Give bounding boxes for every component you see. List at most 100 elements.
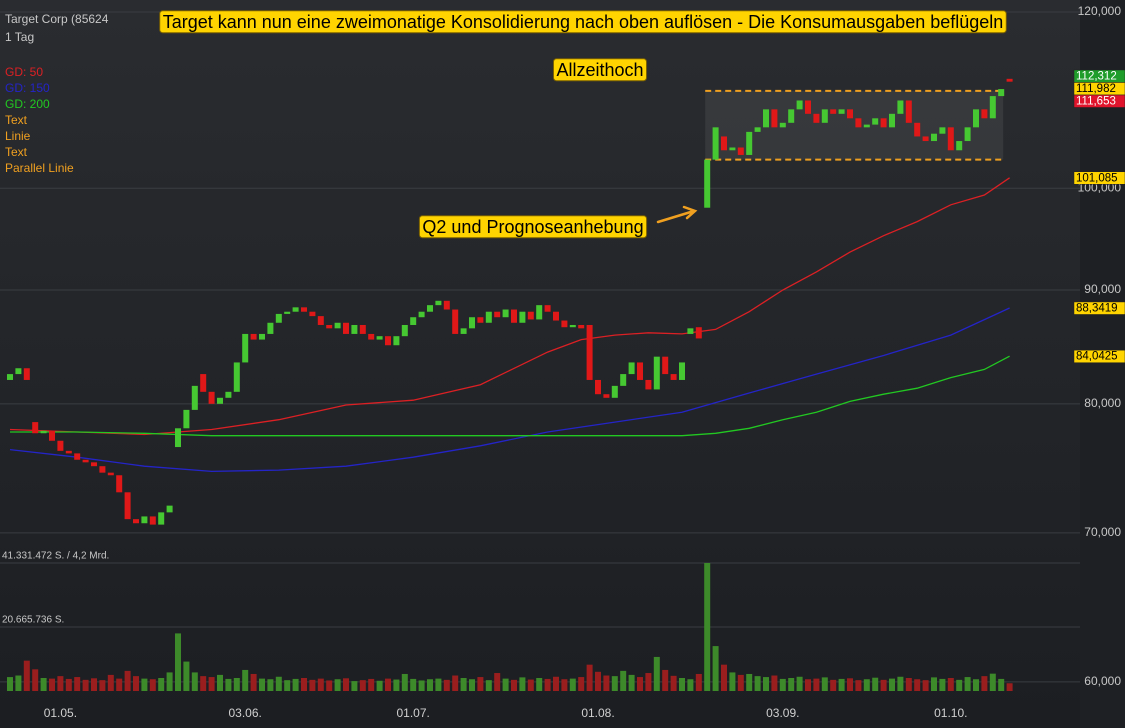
volume-bar [49,678,55,691]
volume-bar [847,678,853,691]
volume-bar [511,679,517,691]
candle-body [536,305,543,320]
price-tag-label: 84,0425 [1076,351,1118,363]
volume-bar [410,678,417,691]
y-tick-label: 70,000 [1084,525,1121,539]
volume-bar [603,675,610,691]
price-tag [1073,301,1125,315]
candle-body [805,100,811,114]
annotation: Q2 und Prognoseanhebung [422,217,643,237]
candle-body [595,379,601,395]
volume-bar [670,675,677,691]
volume-bar [343,678,349,691]
volume-bar [116,678,123,691]
volume-bar [788,677,795,691]
candle-body [620,374,627,386]
volume-bar [662,669,669,691]
volume-bar [267,679,274,691]
volume-bar [855,680,862,691]
volume-bar [687,679,694,691]
candle-body [931,133,937,142]
candle-body [292,307,299,312]
volume-bar [905,677,912,691]
candle-body [82,459,89,463]
candle-body [317,316,324,325]
volume-bar [796,676,803,691]
candle-body [7,374,13,380]
candle-body [813,113,820,123]
candle-body [225,391,232,398]
volume-bar [275,676,282,691]
candle-body [343,322,349,334]
volume-bar [981,676,988,691]
volume-bar [578,677,585,691]
volume-bar [40,677,47,691]
candle-body [166,505,173,513]
candle-body [704,159,711,208]
candle-body [91,462,97,467]
volume-bar [779,678,786,691]
candle-body [175,428,181,448]
candle-body [250,333,257,340]
volume-bar [200,676,207,691]
candle-body [418,311,425,318]
volume-bar [712,646,719,691]
volume-bar [183,661,190,691]
annotation: Allzeithoch [556,60,643,80]
candle-body [687,328,694,334]
volume-bar [149,679,156,691]
candle-body [435,300,442,306]
legend-entry: GD: 200 [5,97,50,111]
volume-bar [393,679,400,691]
volume-bar [57,676,64,691]
volume-bar [922,680,929,691]
volume-bar [821,677,828,691]
arrow [656,205,698,224]
volume-bar [897,676,904,691]
volume-bar [536,677,543,691]
candle-body [729,147,736,151]
volume-bar [914,679,921,691]
candle-body [611,385,618,398]
volume-bar [931,677,937,691]
candle-body [208,391,215,404]
candle-body [830,109,837,114]
x-tick-label: 01.08. [581,706,614,720]
volume-bar [973,679,979,691]
candle-body [15,368,22,375]
candle-body [301,307,307,312]
volume-bar [746,673,753,691]
candle-body [989,96,996,119]
price-tag [1073,349,1125,363]
moving-averages [9,177,1010,473]
candle-body [133,519,139,524]
volume-bar [133,676,139,691]
volume-bar [628,674,635,691]
volume-bar [889,678,895,691]
candle-body [998,89,1005,97]
price-tag-label: 111,982 [1076,83,1116,95]
candle-body [141,516,148,524]
volume-bar [637,677,643,691]
volume-bar [586,664,593,691]
candle-body [217,397,223,404]
candle-body [939,127,946,134]
volume-bar [880,679,887,691]
candle-body [737,147,744,155]
candle-body [821,109,828,123]
candle-body [368,333,375,340]
candle-body [788,109,795,123]
candle-body [284,311,291,314]
volume-bar [956,679,963,691]
price-tag-label: 111,653 [1076,96,1116,108]
volume-bar [141,678,148,691]
candle-body [746,131,753,155]
moving-average-line [10,355,1010,437]
candle-body [502,309,509,318]
volume-bar [427,679,433,691]
candle-body [637,362,643,380]
candle-body [376,336,383,340]
x-tick-label: 01.10. [934,706,967,720]
legend-entry: GD: 50 [5,65,43,79]
